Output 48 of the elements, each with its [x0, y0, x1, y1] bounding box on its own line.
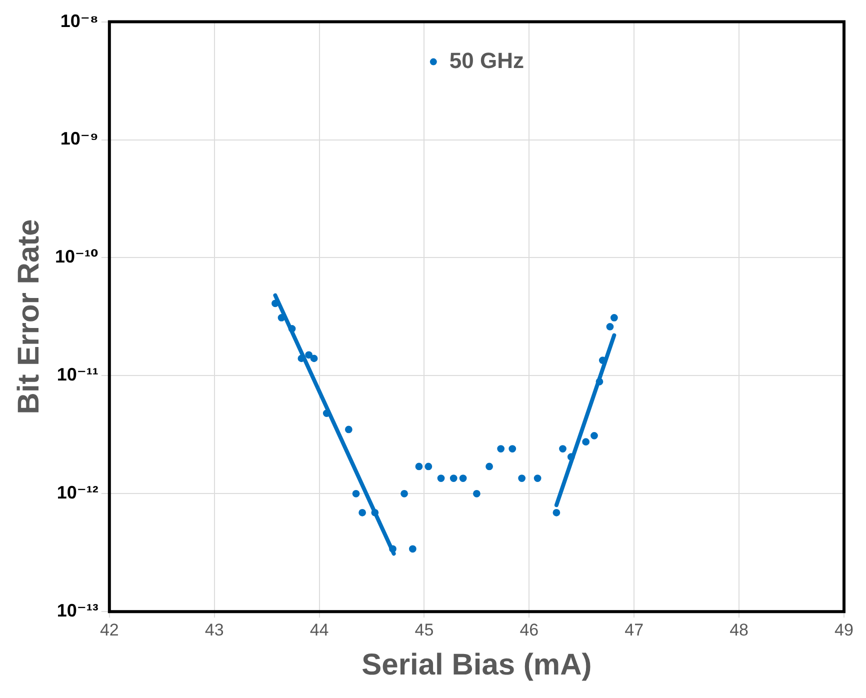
point [473, 490, 480, 498]
point [610, 314, 618, 322]
x-tick-label: 46 [520, 620, 539, 640]
y-axis-title: Bit Error Rate [12, 219, 46, 414]
x-axis-title: Serial Bias (mA) [362, 648, 592, 682]
point [415, 462, 423, 470]
point [596, 378, 604, 386]
point [559, 445, 566, 452]
y-tick-label: 10⁻¹¹ [56, 364, 98, 385]
point [497, 445, 505, 452]
point [450, 474, 458, 482]
y-tick-label: 10⁻¹³ [56, 600, 98, 621]
point [424, 462, 432, 470]
point [486, 462, 493, 470]
y-tick-label: 10⁻¹⁰ [54, 246, 99, 267]
x-tick-label: 47 [624, 620, 644, 640]
x-tick-label: 45 [414, 620, 434, 640]
point [389, 545, 396, 553]
point [358, 508, 366, 516]
point [590, 432, 598, 440]
point [508, 445, 516, 452]
point [606, 323, 614, 330]
point [400, 490, 408, 498]
point [582, 438, 590, 446]
point [278, 314, 286, 322]
x-tick-label: 44 [310, 620, 329, 640]
x-tick-label: 49 [834, 620, 854, 640]
point [352, 490, 360, 498]
point [371, 508, 379, 516]
x-tick-label: 48 [730, 620, 749, 640]
x-tick-label: 43 [204, 620, 224, 640]
point [567, 453, 575, 461]
point [408, 545, 416, 553]
point [344, 426, 352, 434]
point [305, 351, 312, 359]
point [272, 300, 279, 308]
y-tick-label: 10⁻⁹ [60, 128, 98, 149]
point [518, 474, 526, 482]
x-tick-label: 42 [100, 620, 119, 640]
point [534, 474, 542, 482]
point [552, 508, 560, 516]
y-tick-label: 10⁻¹² [56, 482, 98, 503]
point [459, 474, 467, 482]
point [437, 474, 445, 482]
point [310, 354, 318, 362]
legend-label: 50 GHz [449, 48, 524, 73]
point [288, 325, 296, 332]
y-tick-label: 10⁻⁸ [60, 10, 98, 31]
